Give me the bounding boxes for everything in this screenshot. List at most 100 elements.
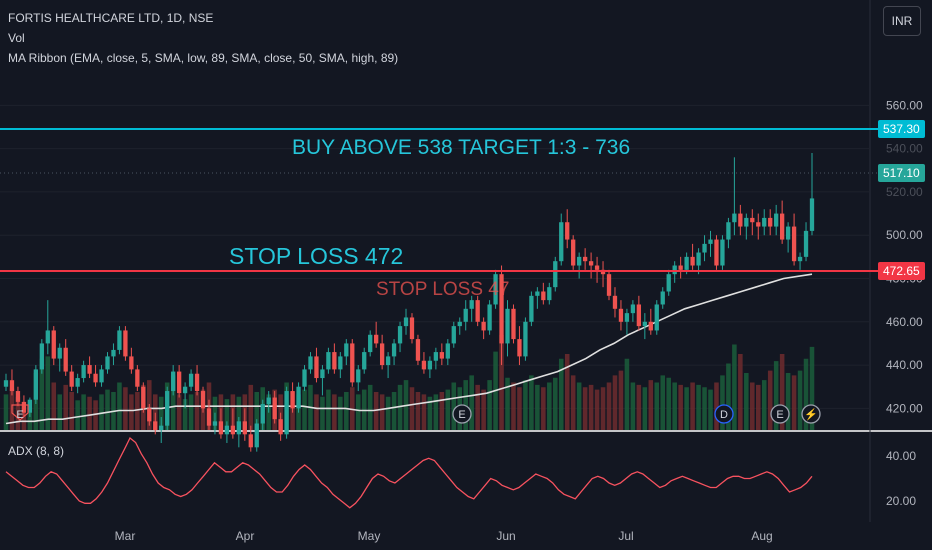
candle-body (99, 369, 104, 383)
adx-line (5, 436, 813, 509)
candle-body (439, 352, 444, 359)
candle-body (272, 397, 277, 420)
volume-bar (744, 373, 749, 430)
candle-body (505, 308, 510, 344)
candle-body (415, 339, 421, 361)
candle (224, 421, 230, 443)
volume-bar (278, 394, 283, 430)
candle (51, 326, 56, 366)
candle-body (9, 380, 15, 392)
candle-body (529, 295, 534, 322)
candle-body (768, 217, 773, 227)
candle-body (51, 330, 56, 359)
time-axis-label: Aug (751, 529, 772, 543)
candle-body (487, 304, 492, 331)
candle-body (159, 425, 164, 430)
candle (385, 352, 391, 379)
candle-body (218, 421, 224, 435)
volume-bar (236, 396, 242, 430)
candle-body (541, 291, 546, 301)
candle-body (774, 213, 779, 227)
candle-body (714, 239, 719, 266)
candle-body (762, 217, 767, 227)
volume-bar (314, 394, 319, 430)
volume-bar (475, 384, 480, 430)
candle-body (547, 287, 552, 301)
volume-bar (499, 335, 504, 430)
volume-bar (409, 387, 415, 430)
candle-body (702, 243, 707, 253)
candle-body (696, 252, 701, 266)
candle (774, 204, 779, 236)
volume-bar (51, 382, 57, 430)
volume-bar (487, 380, 492, 430)
candle (457, 317, 462, 335)
volume-bar (553, 377, 558, 430)
candle (117, 326, 122, 355)
candle (630, 300, 636, 322)
volume-bar (445, 389, 451, 430)
candle (272, 391, 277, 424)
candle (624, 308, 630, 335)
volume-bar (576, 382, 582, 430)
volume-bar (3, 394, 9, 430)
candle-body (612, 295, 618, 309)
price-tick-label: 520.00 (886, 185, 923, 199)
candle-body (678, 265, 683, 270)
volume-bar (99, 394, 104, 430)
candle-body (63, 347, 68, 372)
candle (332, 343, 337, 374)
candle (403, 308, 409, 335)
candle-body (720, 239, 725, 266)
candle-body (481, 321, 486, 331)
candle-body (433, 352, 439, 361)
candle-body (242, 421, 247, 435)
volume-bar (809, 346, 815, 430)
volume-bar (755, 384, 761, 430)
earnings-flag-icon (11, 404, 29, 421)
event-marker: E (770, 404, 790, 424)
candle (248, 425, 253, 452)
volume-bar (57, 394, 63, 430)
candle (242, 408, 247, 441)
candle-body (469, 300, 474, 309)
volume-bar (761, 380, 767, 430)
candle (230, 408, 236, 439)
candle (27, 397, 33, 418)
candle-body (499, 274, 504, 344)
candle (105, 352, 110, 374)
candle (194, 365, 200, 396)
candle-body (797, 256, 803, 262)
volume-bar (738, 354, 743, 430)
candle-body (165, 391, 170, 426)
volume-bar (541, 387, 546, 430)
candle-body (33, 369, 39, 400)
candle (314, 347, 319, 383)
price-tick-label: 420.00 (886, 401, 923, 415)
volume-bar (469, 375, 474, 430)
volume-bar (606, 382, 612, 430)
currency-button[interactable]: INR (883, 6, 921, 36)
candle (379, 334, 385, 370)
candle-body (630, 304, 636, 314)
candle (463, 300, 468, 331)
candle-body (475, 300, 480, 322)
volume-bar (654, 382, 660, 430)
candle-body (129, 356, 134, 370)
candle-body (379, 343, 385, 366)
volume-bar (511, 382, 516, 430)
candle (153, 412, 158, 435)
candle (535, 287, 540, 309)
candle (374, 321, 379, 348)
volume-bar (785, 373, 791, 430)
candle-body (338, 356, 343, 370)
candle (487, 300, 492, 335)
candle (768, 209, 773, 236)
candle (87, 356, 92, 379)
volume-bar (702, 387, 707, 430)
volume-bar (529, 375, 534, 430)
chart-title: FORTIS HEALTHCARE LTD, 1D, NSE (8, 11, 214, 25)
candle-body (147, 408, 152, 422)
